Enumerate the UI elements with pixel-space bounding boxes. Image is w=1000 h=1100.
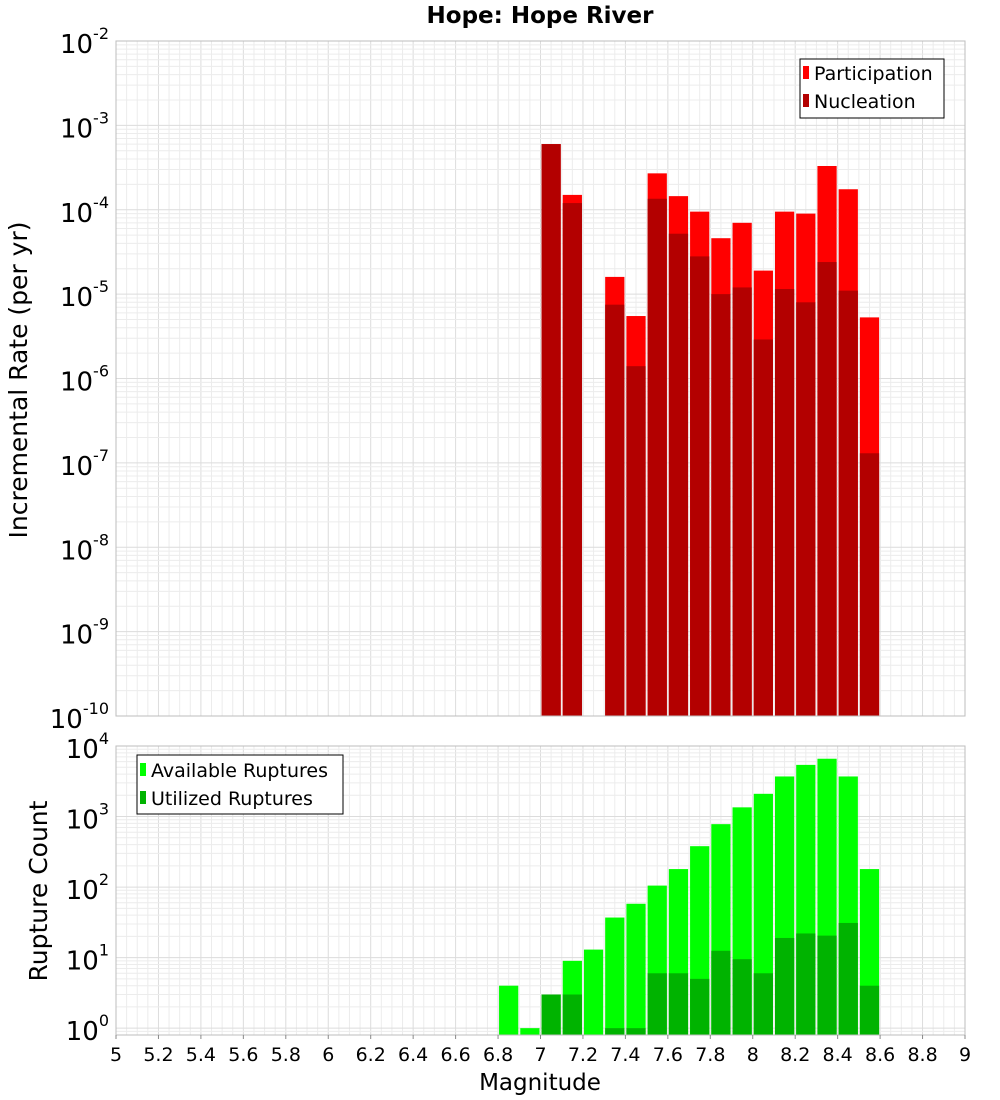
bottom-bar-utilized-ruptures xyxy=(774,937,795,1035)
bottom-bar-available-ruptures xyxy=(626,903,646,1035)
top-bar-nucleation xyxy=(541,144,561,716)
y-tick-label: 102 xyxy=(66,870,109,906)
y-tick-label: 10-10 xyxy=(50,699,109,735)
top-y-axis-label: Incremental Rate (per yr) xyxy=(4,222,33,539)
legend-swatch-utilized xyxy=(140,791,146,804)
bottom-bar-utilized-ruptures xyxy=(690,978,710,1035)
top-bar-nucleation xyxy=(605,304,625,716)
x-tick-label: 6.4 xyxy=(398,1044,428,1066)
top-bar-nucleation xyxy=(817,262,837,716)
bottom-bar-utilized-ruptures xyxy=(668,973,689,1035)
top-bar-nucleation xyxy=(774,289,795,716)
x-tick-label: 7.6 xyxy=(653,1044,683,1066)
x-tick-label: 5 xyxy=(110,1044,122,1066)
x-tick-label: 7.8 xyxy=(695,1044,725,1066)
x-tick-label: 7 xyxy=(534,1044,546,1066)
y-tick-label: 10-8 xyxy=(60,530,109,566)
x-tick-label: 6 xyxy=(322,1044,334,1066)
chart-title: Hope: Hope River xyxy=(427,3,655,29)
bottom-plot: 100 101 102 103 104 5 5.2 5.4 5.6 5.8 6 6.2 6.4 6.6 6… xyxy=(24,729,971,1096)
top-plot: 10-10 10-9 10-8 10-7 10-6 10-5 10-4 10-3 10-2 Pa… xyxy=(4,24,966,735)
legend-swatch-available xyxy=(140,763,146,776)
y-tick-label: 104 xyxy=(66,729,109,765)
bottom-bar-utilized-ruptures xyxy=(732,959,752,1035)
x-tick-label: 6.2 xyxy=(356,1044,386,1066)
x-tick-label: 8.8 xyxy=(907,1044,937,1066)
top-bar-nucleation xyxy=(838,290,858,716)
legend-label-utilized: Utilized Ruptures xyxy=(151,788,313,810)
bottom-bar-utilized-ruptures xyxy=(817,935,837,1035)
x-tick-label: 5.6 xyxy=(228,1044,258,1066)
top-grid xyxy=(115,40,966,717)
top-bar-nucleation xyxy=(796,302,816,716)
bottom-bar-available-ruptures xyxy=(499,985,519,1035)
legend-swatch-participation xyxy=(803,66,809,79)
x-tick-label: 7.4 xyxy=(610,1044,640,1066)
top-plot-frame xyxy=(115,40,966,717)
y-tick-label: 10-5 xyxy=(60,277,109,313)
bottom-bar-utilized-ruptures xyxy=(626,1028,646,1035)
top-bar-nucleation xyxy=(859,453,880,716)
x-tick-label: 8 xyxy=(747,1044,759,1066)
x-tick-label: 5.8 xyxy=(271,1044,301,1066)
bottom-bar-utilized-ruptures xyxy=(562,994,582,1035)
bottom-bar-utilized-ruptures xyxy=(711,950,731,1035)
bottom-bar-utilized-ruptures xyxy=(796,933,816,1035)
bottom-y-axis-label: Rupture Count xyxy=(24,800,53,981)
legend-label-nucleation: Nucleation xyxy=(814,91,916,113)
bottom-bar-available-ruptures xyxy=(520,1028,540,1035)
bottom-bar-utilized-ruptures xyxy=(859,985,880,1035)
bottom-bar-utilized-ruptures xyxy=(753,973,773,1035)
y-tick-label: 101 xyxy=(66,941,109,977)
top-bar-nucleation xyxy=(690,256,710,716)
top-bar-nucleation xyxy=(732,287,752,716)
top-y-ticks: 10-10 10-9 10-8 10-7 10-6 10-5 10-4 10-3 10-2 xyxy=(50,24,109,735)
x-tick-label: 8.2 xyxy=(780,1044,810,1066)
bottom-legend-box xyxy=(136,754,344,815)
x-tick-label: 5.4 xyxy=(186,1044,216,1066)
bottom-bar-utilized-ruptures xyxy=(838,922,858,1035)
top-bar-nucleation xyxy=(711,294,731,716)
y-tick-label: 10-9 xyxy=(60,615,109,651)
top-bar-nucleation xyxy=(668,233,689,716)
x-tick-label: 6.8 xyxy=(483,1044,513,1066)
bottom-bars xyxy=(499,758,880,1035)
bottom-bar-utilized-ruptures xyxy=(605,1028,625,1035)
bottom-legend: Available Ruptures Utilized Ruptures xyxy=(136,754,344,815)
y-tick-label: 10-4 xyxy=(60,193,109,229)
y-tick-label: 10-6 xyxy=(60,362,109,398)
bottom-bar-utilized-ruptures xyxy=(541,994,561,1035)
bottom-bar-available-ruptures xyxy=(605,917,625,1035)
legend-swatch-nucleation xyxy=(803,94,809,107)
top-bar-nucleation xyxy=(753,339,773,716)
x-tick-label: 7.2 xyxy=(568,1044,598,1066)
x-ticks: 5 5.2 5.4 5.6 5.8 6 6.2 6.4 6.6 6.8 7 7.2 7.4 7.6 7.8 8… xyxy=(110,1035,971,1066)
y-tick-label: 103 xyxy=(66,800,109,836)
y-tick-label: 10-7 xyxy=(60,446,109,482)
top-bar-nucleation xyxy=(562,203,582,716)
x-tick-label: 5.2 xyxy=(143,1044,173,1066)
legend-label-participation: Participation xyxy=(814,63,933,85)
y-tick-label: 10-2 xyxy=(60,24,109,60)
x-tick-label: 6.6 xyxy=(440,1044,470,1066)
top-bar-nucleation xyxy=(647,198,667,717)
bottom-y-ticks: 100 101 102 103 104 xyxy=(66,729,109,1047)
bottom-bar-available-ruptures xyxy=(583,949,604,1035)
top-legend-box xyxy=(799,58,945,119)
top-bar-nucleation xyxy=(626,366,646,716)
x-tick-label: 8.6 xyxy=(865,1044,895,1066)
top-legend: Participation Nucleation xyxy=(799,58,945,119)
top-bars xyxy=(541,144,880,717)
x-tick-label: 9 xyxy=(959,1044,971,1066)
x-tick-label: 8.4 xyxy=(823,1044,853,1066)
y-tick-label: 10-3 xyxy=(60,108,109,144)
bottom-bar-utilized-ruptures xyxy=(647,973,667,1035)
x-axis-label: Magnitude xyxy=(479,1070,601,1096)
legend-label-available: Available Ruptures xyxy=(151,760,328,782)
y-tick-label: 100 xyxy=(66,1011,109,1047)
